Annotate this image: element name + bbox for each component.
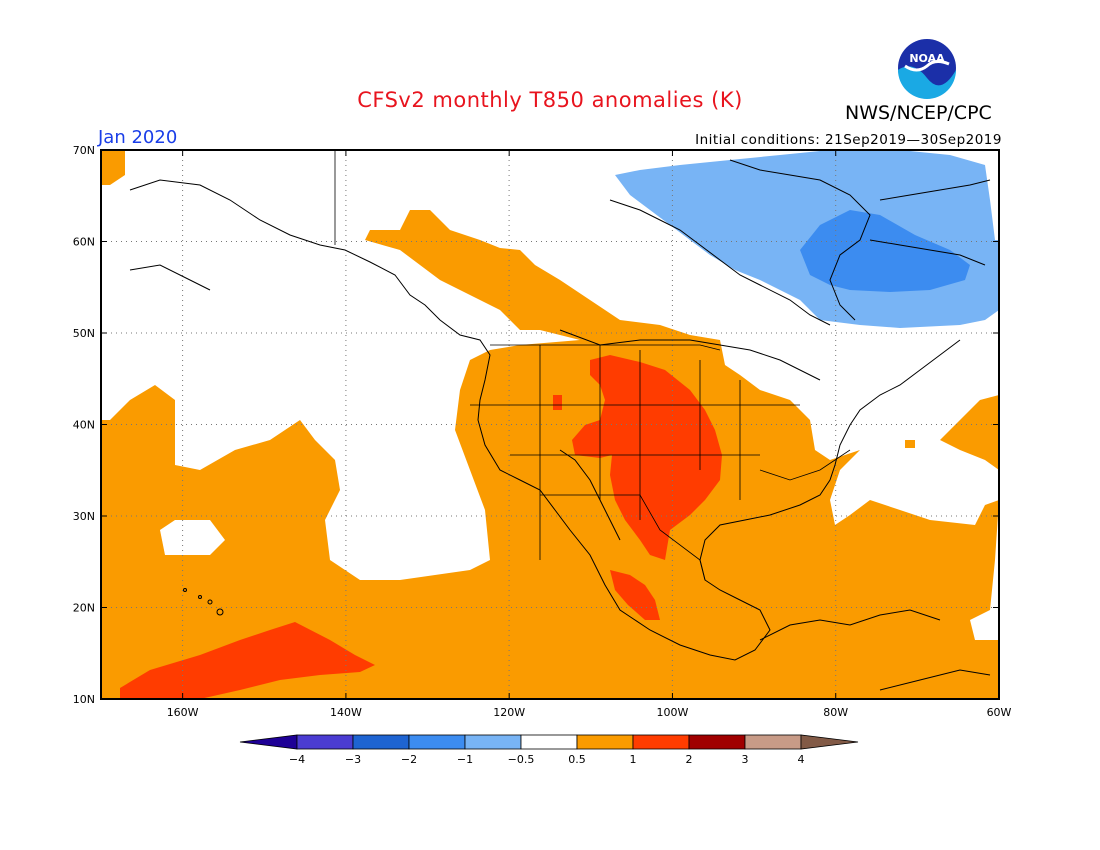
colorbar-label: 2 — [686, 753, 693, 766]
initial-conditions: Initial conditions: 21Sep2019—30Sep2019 — [695, 132, 1002, 148]
colorbar-box — [576, 734, 634, 750]
colorbar-box — [296, 734, 354, 750]
colorbar-box — [520, 734, 578, 750]
colorbar-label: −2 — [401, 753, 417, 766]
lat-tick-label: 70N — [73, 144, 95, 157]
lat-tick-label: 30N — [73, 510, 95, 523]
agency-label: NWS/NCEP/CPC — [845, 102, 992, 124]
hawaii-islands — [183, 588, 224, 616]
colorbar-arrow-max — [800, 734, 859, 750]
lat-tick-label: 10N — [73, 693, 95, 706]
colorbar-label: −1 — [457, 753, 473, 766]
colorbar-label: 3 — [742, 753, 749, 766]
axis-ticks: 10N 20N 30N 40N 50N 60N 70N 160W 140W 120W 100W 80W… — [73, 144, 1012, 719]
colorbar-label: −4 — [289, 753, 305, 766]
colorbar-label: 0.5 — [568, 753, 586, 766]
coastlines — [129, 159, 991, 691]
political-boundaries — [334, 150, 851, 581]
warm-anomaly-region — [101, 210, 999, 699]
lon-tick-label: 160W — [167, 706, 199, 719]
colorbar-box — [352, 734, 410, 750]
lat-tick-label: 20N — [73, 602, 95, 615]
lat-tick-label: 60N — [73, 236, 95, 249]
lon-tick-label: 60W — [987, 706, 1012, 719]
lon-tick-label: 120W — [493, 706, 525, 719]
lon-tick-label: 80W — [823, 706, 848, 719]
map-plot-area — [101, 150, 999, 699]
lon-tick-label: 100W — [657, 706, 689, 719]
lat-tick-label: 40N — [73, 419, 95, 432]
forecast-month: Jan 2020 — [98, 127, 178, 148]
colorbar-box — [632, 734, 690, 750]
colorbar-box — [464, 734, 522, 750]
logo-text: NOAA — [909, 52, 945, 65]
colorbar-box — [408, 734, 466, 750]
colorbar: −4 −3 −2 −1 −0.5 0.5 1 2 3 4 — [239, 734, 859, 766]
noaa-logo-icon: NOAA — [896, 37, 958, 99]
lon-tick-label: 140W — [330, 706, 362, 719]
colorbar-label: −0.5 — [508, 753, 535, 766]
colorbar-label: 4 — [798, 753, 805, 766]
colorbar-box — [688, 734, 746, 750]
strong-warm-anomaly-region — [120, 622, 375, 699]
colorbar-label: 1 — [630, 753, 637, 766]
colorbar-label: −3 — [345, 753, 361, 766]
map-title: CFSv2 monthly T850 anomalies (K) — [357, 88, 743, 112]
colorbar-arrow-min — [239, 734, 298, 750]
strong-cool-anomaly-region — [800, 210, 970, 292]
colorbar-box — [744, 734, 802, 750]
lat-tick-label: 50N — [73, 327, 95, 340]
